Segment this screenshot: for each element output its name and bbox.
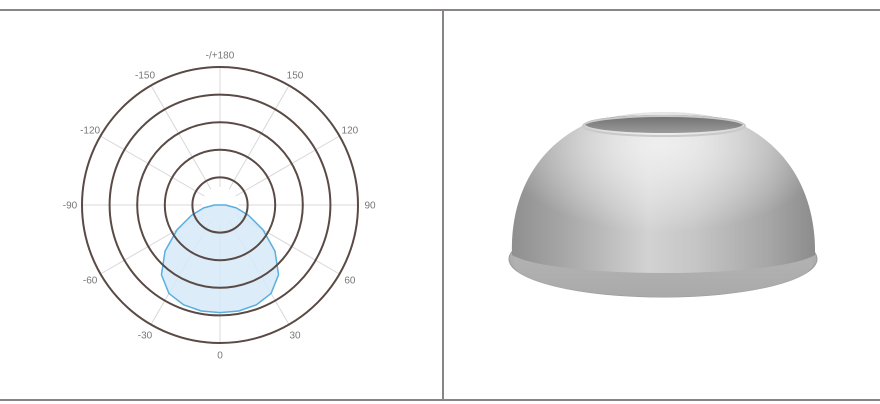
polar-series-area — [160, 204, 280, 314]
polar-spoke — [228, 85, 290, 190]
polar-rings — [81, 66, 359, 344]
polar-angle-label: -90 — [63, 201, 78, 212]
polar-angle-label: -60 — [83, 276, 98, 287]
polar-angle-label: 120 — [342, 126, 359, 137]
polar-spoke — [150, 85, 212, 190]
polar-angle-labels: -/+180 150 -150 120 -120 90 -90 60 -60 30 -30 0 — [63, 51, 376, 362]
polar-angle-label: -30 — [138, 330, 153, 341]
polar-ring — [136, 121, 304, 289]
dome-top-rim — [582, 115, 746, 137]
panel-divider — [442, 9, 444, 401]
polar-spoke — [100, 135, 205, 197]
polar-angle-label: 30 — [289, 330, 301, 341]
dome-top-opening — [585, 115, 743, 133]
polar-angle-label: -120 — [80, 126, 100, 137]
polar-chart: -/+180 150 -150 120 -120 90 -90 60 -60 30 -30 0 — [63, 51, 376, 362]
polar-spoke — [235, 135, 340, 197]
polar-angle-label: -150 — [135, 71, 155, 82]
polar-chart-panel: -/+180 150 -150 120 -120 90 -90 60 -60 30 -30 0 — [0, 11, 442, 399]
polar-ring — [108, 93, 332, 317]
polar-angle-label: 90 — [364, 201, 376, 212]
highbay-reflector-dome-icon — [508, 112, 818, 298]
polar-ring — [163, 148, 277, 262]
product-image-panel — [444, 11, 880, 399]
bottom-border — [0, 399, 880, 401]
polar-angle-label: -/+180 — [206, 51, 235, 62]
dome-highlight — [511, 112, 816, 273]
top-border — [0, 9, 880, 11]
polar-angle-label: 60 — [344, 276, 356, 287]
polar-series — [160, 204, 280, 314]
polar-angle-label: 0 — [217, 351, 223, 362]
polar-angle-label: 150 — [287, 71, 304, 82]
polar-ring — [81, 66, 359, 344]
polar-ring — [191, 176, 249, 234]
